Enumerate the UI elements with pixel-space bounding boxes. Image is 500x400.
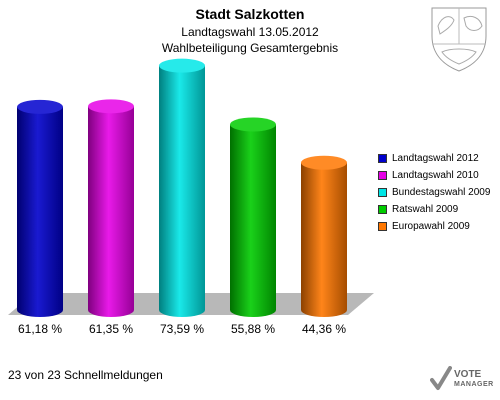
chart-title: Stadt Salzkotten xyxy=(195,6,305,22)
bar-body xyxy=(88,106,134,318)
legend-label: Europawahl 2009 xyxy=(392,221,470,232)
reporting-status: 23 von 23 Schnellmeldungen xyxy=(8,368,163,382)
bar-1 xyxy=(17,99,63,317)
legend-item: Landtagswahl 2012 xyxy=(378,150,490,167)
legend-swatch xyxy=(378,222,387,231)
legend-item: Landtagswahl 2010 xyxy=(378,167,490,184)
coat-of-arms-icon xyxy=(431,7,487,72)
bar-4 xyxy=(230,117,276,318)
data-label: 61,18 % xyxy=(18,322,62,336)
bar-top xyxy=(88,99,134,114)
legend-swatch xyxy=(378,205,387,214)
bar-2 xyxy=(88,99,134,318)
bar-body xyxy=(230,124,276,318)
bar-body xyxy=(17,106,63,317)
data-label: 44,36 % xyxy=(302,322,346,336)
logo-text-manager: MANAGER xyxy=(454,381,494,388)
bar-top xyxy=(159,58,205,73)
data-label: 55,88 % xyxy=(231,322,275,336)
legend-label: Landtagswahl 2010 xyxy=(392,170,479,181)
data-label: 61,35 % xyxy=(89,322,133,336)
legend-swatch xyxy=(378,188,387,197)
legend-label: Landtagswahl 2012 xyxy=(392,153,479,164)
chart-subtitle: Landtagswahl 13.05.2012 xyxy=(181,25,319,39)
bar-3 xyxy=(159,58,205,317)
data-label: 73,59 % xyxy=(160,322,204,336)
chart-subtitle-2: Wahlbeteiligung Gesamtergebnis xyxy=(161,41,339,55)
legend-swatch xyxy=(378,171,387,180)
logo-text-vote: VOTE xyxy=(454,369,482,380)
bar-top xyxy=(17,99,63,114)
bar-5 xyxy=(301,155,347,317)
legend-swatch xyxy=(378,154,387,163)
legend-item: Bundestagswahl 2009 xyxy=(378,184,490,201)
checkmark-icon xyxy=(430,366,452,390)
legend-item: Europawahl 2009 xyxy=(378,218,490,235)
chart-legend: Landtagswahl 2012 Landtagswahl 2010 Bundes… xyxy=(378,150,490,235)
bar-body xyxy=(301,162,347,317)
legend-item: Ratswahl 2009 xyxy=(378,201,490,218)
legend-label: Bundestagswahl 2009 xyxy=(392,187,491,198)
bar-top xyxy=(230,117,276,132)
legend-label: Ratswahl 2009 xyxy=(392,204,459,215)
bar-body xyxy=(159,65,205,317)
bar-top xyxy=(301,155,347,170)
vote-manager-logo: VOTE MANAGER xyxy=(430,366,494,394)
